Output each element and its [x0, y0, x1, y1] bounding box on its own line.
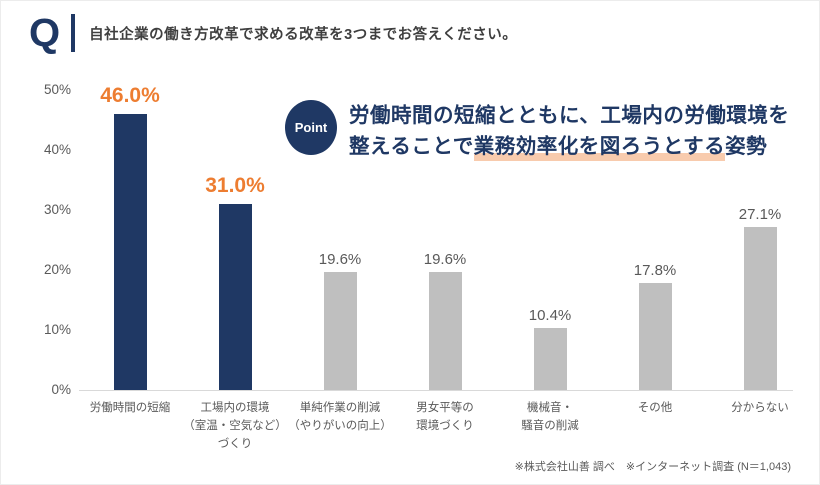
category-line: 分からない: [731, 402, 789, 414]
bar-value-label-3: 19.6%: [423, 251, 467, 269]
point-line2-suffix: 姿勢: [725, 135, 768, 158]
category-line: 男女平等の: [416, 402, 474, 414]
category-line: 環境づくり: [416, 419, 474, 432]
bar-6: [743, 227, 777, 390]
bar-0: [113, 114, 147, 390]
question-header: Q 自社企業の働き方改革で求める改革を3つまでお答えください。: [29, 13, 517, 53]
y-axis-tick-20%: 20%: [43, 262, 71, 277]
category-line: 工場内の環境: [200, 402, 270, 414]
bar-category-label-2: 単純作業の削減 （やりがいの向上）: [275, 400, 405, 436]
bar-3: [428, 272, 462, 390]
bar-value-label-0: 46.0%: [100, 84, 160, 107]
y-axis-tick-50%: 50%: [43, 82, 71, 97]
category-line: づくり: [217, 437, 253, 450]
y-axis-tick-40%: 40%: [43, 142, 71, 157]
bar-value-label-4: 10.4%: [528, 306, 572, 324]
category-line: 労働時間の短縮: [89, 402, 171, 414]
bar-category-label-3: 男女平等の環境づくり: [380, 400, 510, 436]
bar-5: [638, 283, 672, 390]
q-divider: [71, 14, 76, 52]
category-line: （やりがいの向上）: [288, 419, 392, 432]
bar-value-label-1: 31.0%: [205, 174, 265, 197]
bar-4: [533, 327, 567, 390]
bar-category-label-5: その他: [590, 400, 720, 418]
category-line: その他: [637, 402, 673, 414]
q-mark: Q: [29, 11, 60, 55]
category-line: （室温・空気など）: [183, 419, 287, 432]
bar-2: [323, 272, 357, 390]
y-axis-tick-10%: 10%: [43, 322, 71, 337]
bar-category-label-6: 分からない: [695, 400, 819, 418]
bar-value-label-2: 19.6%: [318, 251, 362, 269]
bar-category-label-0: 労働時間の短縮: [65, 400, 195, 418]
bar-category-label-1: 工場内の環境 （室温・空気など） づくり: [170, 400, 300, 453]
point-text: 労働時間の短縮とともに、工場内の労働環境を 整えることで業務効率化を図ろうとする…: [349, 100, 789, 162]
bar-category-label-4: 機械音・ 騒音の削減: [485, 400, 615, 436]
category-line: 騒音の削減: [521, 419, 579, 432]
bar-1: [218, 204, 252, 390]
y-axis-tick-30%: 30%: [43, 202, 71, 217]
point-line2-prefix: 整えることで: [349, 135, 474, 158]
x-axis-baseline: [79, 390, 793, 391]
point-line1: 労働時間の短縮とともに、工場内の労働環境を: [349, 104, 790, 127]
bar-value-label-5: 17.8%: [633, 262, 677, 280]
source-note: ※株式会社山善 調べ ※インターネット調査 (N＝1,043): [514, 461, 791, 473]
y-axis-tick-0%: 0%: [51, 382, 71, 397]
question-text: 自社企業の働き方改革で求める改革を3つまでお答えください。: [89, 26, 518, 43]
category-line: 単純作業の削減: [299, 402, 381, 414]
point-badge: Point: [285, 100, 337, 155]
category-line: 機械音・: [527, 402, 573, 414]
point-line2-highlight: 業務効率化を図ろうとする: [473, 135, 726, 161]
point-callout: Point 労働時間の短縮とともに、工場内の労働環境を 整えることで業務効率化を…: [285, 100, 789, 162]
bar-value-label-6: 27.1%: [738, 206, 782, 224]
